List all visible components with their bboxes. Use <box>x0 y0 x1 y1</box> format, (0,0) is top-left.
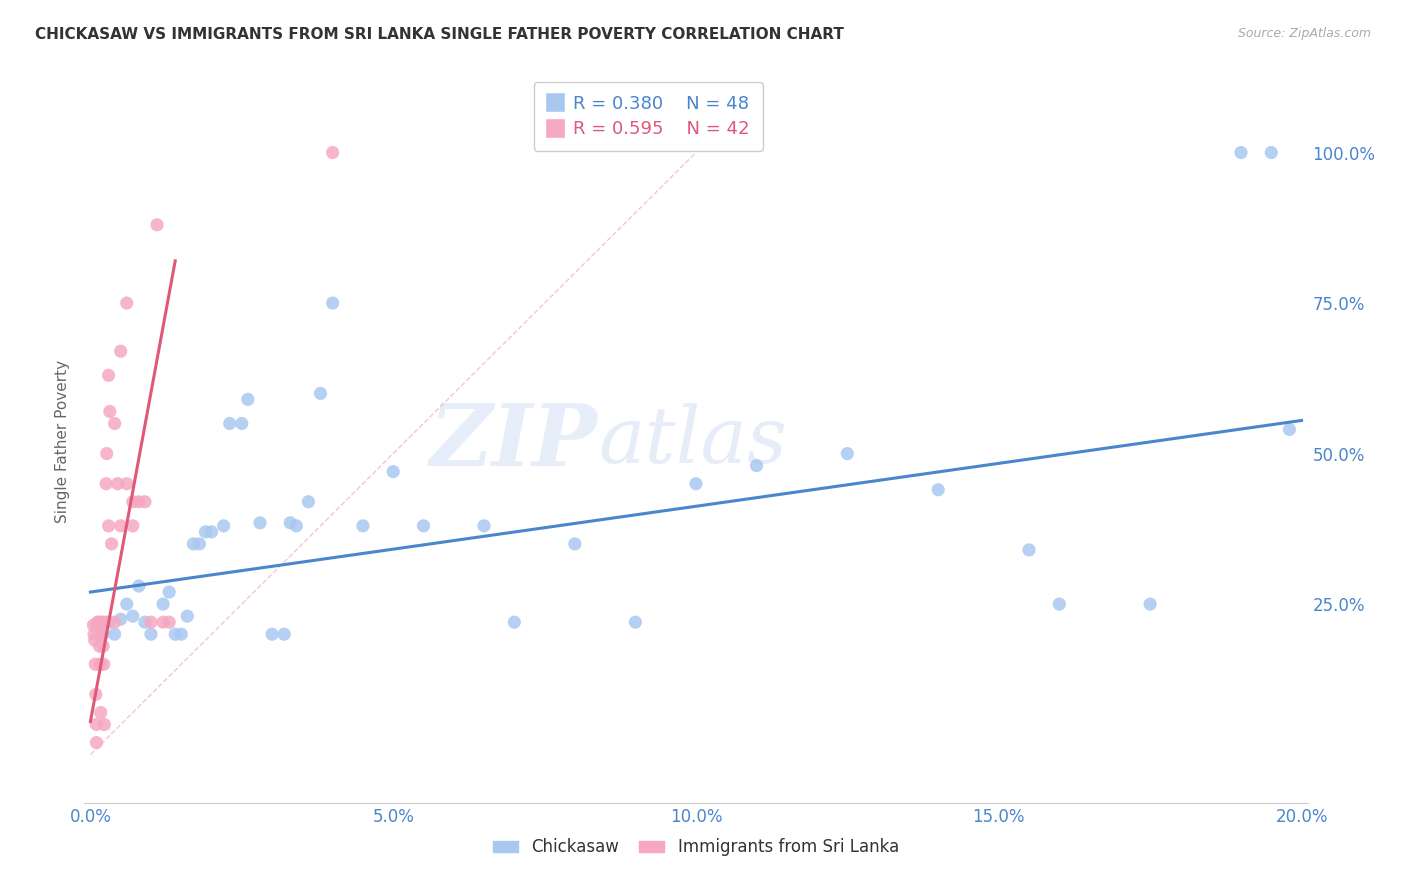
Point <box>104 615 127 630</box>
Point <box>231 417 253 431</box>
Y-axis label: Single Father Poverty: Single Father Poverty <box>55 360 70 523</box>
Point <box>90 706 112 720</box>
Point <box>309 386 332 401</box>
Point <box>86 735 108 749</box>
Point <box>93 657 115 672</box>
Text: ZIP: ZIP <box>430 400 598 483</box>
Point <box>152 597 174 611</box>
Point <box>249 516 271 530</box>
Point <box>82 618 104 632</box>
Point <box>152 615 174 630</box>
Point <box>121 519 143 533</box>
Point <box>91 627 114 641</box>
Point <box>278 516 301 530</box>
Point <box>1230 145 1253 160</box>
Point <box>93 717 115 731</box>
Point <box>322 145 344 160</box>
Text: CHICKASAW VS IMMIGRANTS FROM SRI LANKA SINGLE FATHER POVERTY CORRELATION CHART: CHICKASAW VS IMMIGRANTS FROM SRI LANKA S… <box>35 27 844 42</box>
Point <box>382 465 405 479</box>
Point <box>86 717 108 731</box>
Point <box>134 494 156 508</box>
Point <box>1018 542 1040 557</box>
Text: Source: ZipAtlas.com: Source: ZipAtlas.com <box>1237 27 1371 40</box>
Point <box>188 537 211 551</box>
Legend: Chickasaw, Immigrants from Sri Lanka: Chickasaw, Immigrants from Sri Lanka <box>486 831 905 863</box>
Point <box>83 633 105 648</box>
Point <box>212 519 235 533</box>
Point <box>86 615 108 630</box>
Point <box>84 687 107 701</box>
Point <box>97 519 120 533</box>
Point <box>183 537 205 551</box>
Point <box>100 537 122 551</box>
Point <box>139 627 162 641</box>
Point <box>170 627 193 641</box>
Point <box>176 609 198 624</box>
Point <box>165 627 187 641</box>
Point <box>624 615 647 630</box>
Point <box>157 585 180 599</box>
Point <box>90 615 112 630</box>
Point <box>107 476 129 491</box>
Point <box>104 417 127 431</box>
Point <box>89 657 111 672</box>
Point <box>91 627 114 641</box>
Point <box>110 344 132 359</box>
Point <box>285 519 308 533</box>
Point <box>96 476 118 491</box>
Point <box>200 524 222 539</box>
Point <box>564 537 586 551</box>
Point <box>104 627 127 641</box>
Point <box>94 615 117 630</box>
Point <box>134 615 156 630</box>
Point <box>927 483 949 497</box>
Point <box>121 609 143 624</box>
Point <box>194 524 217 539</box>
Point <box>121 494 143 508</box>
Point <box>146 218 169 232</box>
Point <box>1278 423 1301 437</box>
Point <box>1047 597 1070 611</box>
Point <box>128 494 150 508</box>
Point <box>98 404 121 418</box>
Point <box>1260 145 1282 160</box>
Point <box>837 446 859 460</box>
Point <box>86 618 108 632</box>
Point <box>89 639 111 653</box>
Point <box>745 458 768 473</box>
Point <box>352 519 374 533</box>
Point <box>115 476 138 491</box>
Point <box>90 615 112 630</box>
Point <box>110 612 132 626</box>
Point <box>110 519 132 533</box>
Point <box>297 494 319 508</box>
Point <box>472 519 495 533</box>
Point <box>97 368 120 383</box>
Point <box>115 296 138 310</box>
Point <box>322 296 344 310</box>
Point <box>139 615 162 630</box>
Point <box>84 657 107 672</box>
Point <box>236 392 259 407</box>
Text: atlas: atlas <box>598 403 787 480</box>
Point <box>1139 597 1161 611</box>
Point <box>157 615 180 630</box>
Point <box>273 627 295 641</box>
Point <box>87 615 110 630</box>
Point <box>115 597 138 611</box>
Point <box>87 627 110 641</box>
Point <box>685 476 707 491</box>
Point <box>218 417 240 431</box>
Point <box>91 639 114 653</box>
Point <box>262 627 284 641</box>
Point <box>97 615 120 630</box>
Point <box>83 627 105 641</box>
Point <box>412 519 434 533</box>
Point <box>96 446 118 460</box>
Point <box>503 615 526 630</box>
Point <box>128 579 150 593</box>
